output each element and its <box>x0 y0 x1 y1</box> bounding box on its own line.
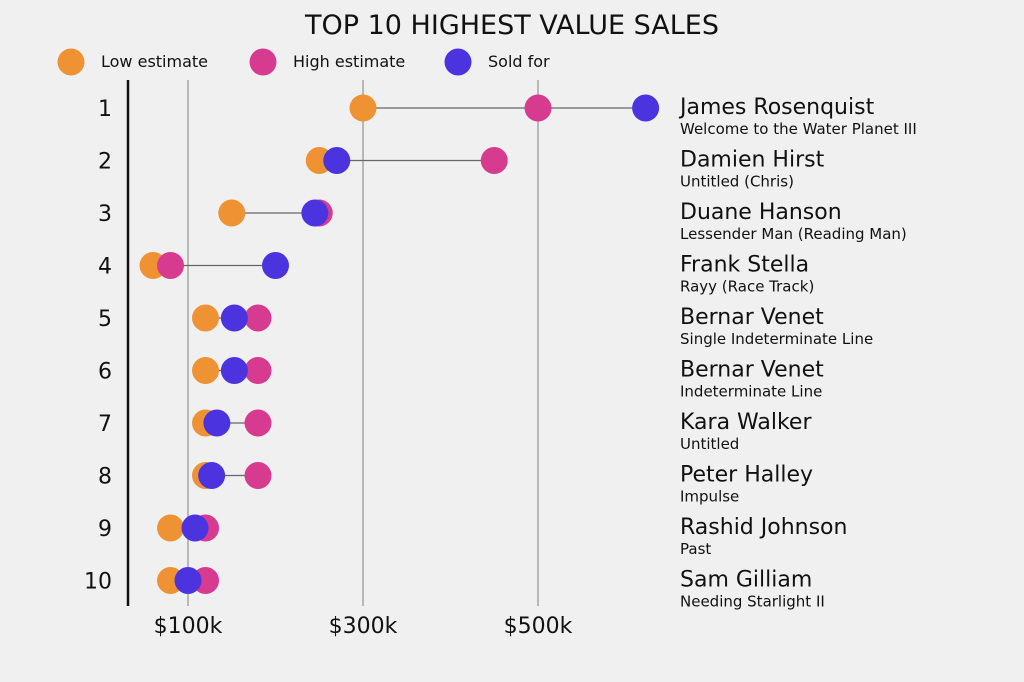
rank-label-2: 2 <box>98 150 112 175</box>
point-sold-for-1 <box>632 94 660 122</box>
artist-name-2: Damien Hirst <box>680 148 825 173</box>
legend-label-1: High estimate <box>293 52 405 71</box>
point-low-estimate-5 <box>192 304 219 332</box>
point-high-estimate-2 <box>480 147 508 174</box>
point-high-estimate-8 <box>244 462 272 489</box>
legend-marker-2 <box>444 48 472 76</box>
rank-label-4: 4 <box>98 255 112 280</box>
point-high-estimate-6 <box>244 357 272 384</box>
artist-name-8: Peter Halley <box>680 463 813 488</box>
artist-name-4: Frank Stella <box>680 253 809 278</box>
work-title-9: Past <box>680 540 711 558</box>
work-title-4: Rayy (Race Track) <box>680 278 814 296</box>
connector-lines <box>153 107 646 582</box>
point-sold-for-3 <box>301 199 329 227</box>
point-sold-for-4 <box>262 252 289 279</box>
work-title-6: Indeterminate Line <box>680 383 822 401</box>
legend-marker-1 <box>249 48 277 76</box>
rank-label-5: 5 <box>98 307 112 332</box>
rank-label-8: 8 <box>98 465 112 490</box>
rank-labels: 1 2 3 4 5 6 7 8 9 10 <box>84 97 112 595</box>
point-high-estimate-1 <box>524 94 552 122</box>
work-title-7: Untitled <box>680 435 739 453</box>
point-low-estimate-1 <box>349 94 377 122</box>
legend-marker-0 <box>57 48 85 76</box>
rank-label-3: 3 <box>98 202 112 227</box>
point-sold-for-2 <box>323 147 351 174</box>
artist-name-1: James Rosenquist <box>678 95 875 120</box>
point-sold-for-5 <box>220 304 248 332</box>
legend-label-2: Sold for <box>488 52 550 71</box>
artist-name-7: Kara Walker <box>680 410 812 435</box>
artist-name-10: Sam Gilliam <box>680 568 812 593</box>
work-title-3: Lessender Man (Reading Man) <box>680 225 907 243</box>
artist-name-9: Rashid Johnson <box>680 515 847 540</box>
point-high-estimate-4 <box>157 252 184 279</box>
artist-name-5: Bernar Venet <box>680 305 824 330</box>
chart-title: TOP 10 HIGHEST VALUE SALES <box>304 10 719 41</box>
rank-label-7: 7 <box>98 412 112 437</box>
point-sold-for-6 <box>220 357 248 384</box>
point-low-estimate-3 <box>218 199 246 227</box>
x-tick-labels: $100k $300k $500k <box>154 614 573 639</box>
x-tick-label-0: $100k <box>154 614 223 639</box>
x-tick-label-1: $300k <box>329 614 398 639</box>
point-sold-for-8 <box>198 462 226 489</box>
rank-label-1: 1 <box>98 97 112 122</box>
work-title-5: Single Indeterminate Line <box>680 330 873 348</box>
rank-label-9: 9 <box>98 517 112 542</box>
legend-label-0: Low estimate <box>101 52 208 71</box>
data-points <box>139 94 660 594</box>
work-title-2: Untitled (Chris) <box>680 173 794 191</box>
point-low-estimate-6 <box>192 357 219 384</box>
point-sold-for-7 <box>203 409 231 437</box>
point-sold-for-10 <box>174 567 202 594</box>
rank-label-6: 6 <box>98 360 112 385</box>
artist-name-3: Duane Hanson <box>680 200 842 225</box>
rank-label-10: 10 <box>84 570 112 595</box>
legend: Low estimate High estimate Sold for <box>57 48 550 76</box>
work-title-1: Welcome to the Water Planet III <box>680 120 917 138</box>
artist-name-6: Bernar Venet <box>680 358 824 383</box>
work-title-8: Impulse <box>680 488 739 506</box>
point-high-estimate-7 <box>244 409 272 437</box>
point-sold-for-9 <box>181 514 209 542</box>
point-high-estimate-5 <box>244 304 272 332</box>
x-tick-label-2: $500k <box>504 614 573 639</box>
work-title-10: Needing Starlight II <box>680 593 825 611</box>
point-low-estimate-9 <box>157 514 184 542</box>
